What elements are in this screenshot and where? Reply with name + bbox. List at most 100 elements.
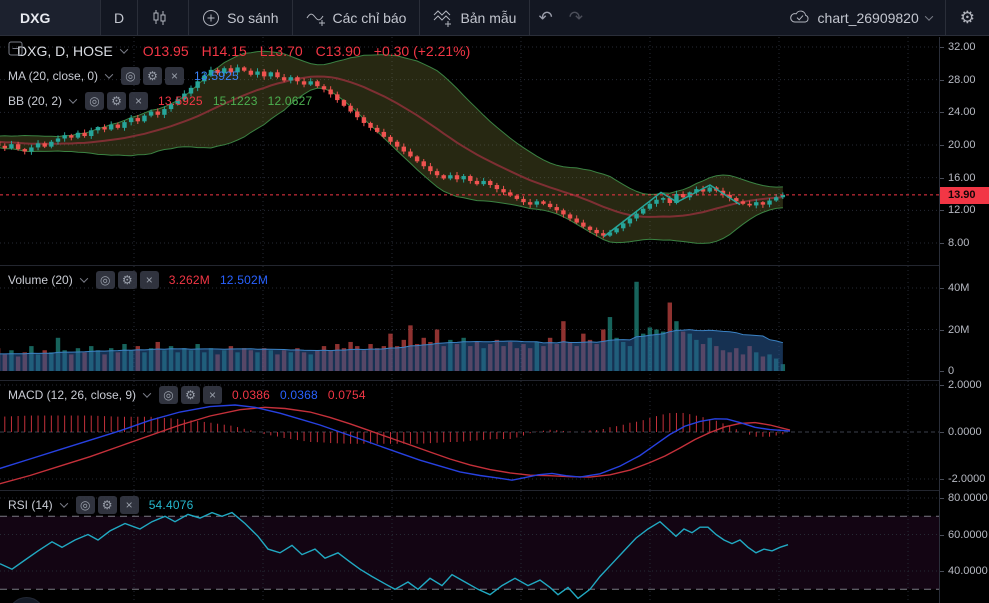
high-value: H14.15	[201, 43, 247, 59]
open-value: O13.95	[142, 43, 189, 59]
remove-study-button[interactable]: ×	[139, 271, 159, 289]
study-buttons: ◎ ⚙ ×	[121, 67, 185, 85]
settings-gear-button[interactable]: ⚙	[959, 7, 975, 27]
price-tick-label: 32.00	[940, 40, 976, 54]
macd-chart-canvas[interactable]	[0, 381, 939, 490]
price-tick-label: 12.00	[940, 203, 976, 217]
remove-study-button[interactable]: ×	[119, 496, 139, 514]
chevron-down-icon[interactable]	[104, 70, 114, 79]
redo-button[interactable]: ↷	[568, 7, 583, 27]
macd-tick-label: 2.0000	[940, 378, 982, 392]
rsi-value: 54.4076	[148, 498, 194, 512]
study-buttons: ◎ ⚙ ×	[85, 92, 149, 110]
remove-study-button[interactable]: ×	[203, 386, 223, 404]
study-settings-button[interactable]: ⚙	[97, 496, 117, 514]
volume-ma-value: 12.502M	[219, 273, 269, 287]
macd-study-label[interactable]: MACD (12, 26, close, 9)	[8, 388, 137, 402]
chevron-down-icon[interactable]	[119, 45, 128, 54]
study-settings-button[interactable]: ⚙	[181, 386, 201, 404]
rsi-tick-label: 40.0000	[940, 564, 988, 578]
toolbar-separator	[419, 0, 421, 35]
study-buttons: ◎ ⚙ ×	[75, 496, 139, 514]
templates-icon	[433, 9, 453, 27]
macd-tick-label: -2.0000	[940, 472, 985, 486]
study-settings-button[interactable]: ⚙	[117, 271, 137, 289]
price-tick-label: 28.00	[940, 73, 976, 87]
bb-study-label[interactable]: BB (20, 2)	[8, 94, 63, 108]
bb-upper-value: 15.1223	[212, 94, 258, 108]
macd-tick-label: 0.0000	[940, 425, 982, 439]
price-legend: DXG, D, HOSE O13.95 H14.15 L13.70 C13.90…	[8, 41, 470, 116]
toolbar-separator	[188, 0, 190, 35]
macd-line-value: 0.0368	[279, 388, 318, 402]
price-tick-label: 8.00	[940, 236, 969, 250]
chevron-down-icon[interactable]	[79, 274, 88, 283]
interval-button[interactable]: D	[114, 9, 125, 26]
indicators-label: Các chỉ báo	[332, 9, 407, 26]
macd-signal-value: 0.0754	[327, 388, 366, 402]
close-value: C13.90	[315, 43, 361, 59]
chevron-down-icon[interactable]	[68, 95, 78, 104]
hide-study-button[interactable]: ◎	[85, 92, 105, 110]
price-tick-label: 20.00	[940, 138, 976, 152]
rsi-pane: RSI (14) ◎ ⚙ × 54.4076	[0, 491, 939, 603]
ma-study-label[interactable]: MA (20, close, 0)	[8, 69, 99, 83]
toolbar: DXG D So sánh Các ch	[0, 0, 989, 36]
study-settings-button[interactable]: ⚙	[143, 67, 163, 85]
symbol-title[interactable]: DXG, D, HOSE	[17, 43, 113, 59]
volume-tick-label: 0	[940, 364, 954, 378]
hide-study-button[interactable]: ◎	[121, 67, 141, 85]
chart-name-label: chart_26909820	[817, 9, 919, 26]
symbol-button[interactable]: DXG	[0, 0, 100, 35]
volume-study-label[interactable]: Volume (20)	[8, 273, 73, 287]
toolbar-separator	[529, 0, 531, 35]
chevron-down-icon[interactable]	[142, 389, 152, 398]
remove-study-button[interactable]: ×	[165, 67, 185, 85]
last-price-label: 13.90	[940, 186, 989, 204]
compare-button[interactable]: So sánh	[189, 0, 291, 35]
remove-study-button[interactable]: ×	[129, 92, 149, 110]
bb-study-row: BB (20, 2) ◎ ⚙ × 13.5925 15.1223 12.0627	[8, 91, 470, 111]
toolbar-separator	[944, 0, 946, 35]
study-buttons: ◎ ⚙ ×	[95, 271, 159, 289]
pane-separator[interactable]	[0, 265, 989, 266]
ohlc-values: O13.95 H14.15 L13.70 C13.90 +0.30 (+2.21…	[143, 43, 471, 59]
toolbar-right-group: chart_26909820 ⚙	[776, 0, 989, 35]
toolbar-separator	[291, 0, 293, 35]
volume-tick-label: 40M	[940, 281, 969, 295]
pane-separator[interactable]	[0, 380, 989, 381]
volume-chart-canvas[interactable]	[0, 266, 939, 380]
hide-study-button[interactable]: ◎	[95, 271, 115, 289]
bb-lower-value: 12.0627	[267, 94, 313, 108]
price-axis[interactable]: 32.00 28.00 24.00 20.00 16.00 12.00 8.00 40M 20M…	[939, 37, 989, 603]
cloud-saved-icon	[789, 9, 811, 26]
price-chart-canvas[interactable]	[0, 37, 939, 265]
ma-value: 13.5925	[194, 69, 239, 83]
toolbar-separator	[137, 0, 139, 35]
save-chart-button[interactable]: chart_26909820	[776, 0, 945, 35]
price-tick-label: 16.00	[940, 171, 976, 185]
volume-pane: Volume (20) ◎ ⚙ × 3.262M 12.502M	[0, 266, 939, 380]
rsi-tick-label: 60.0000	[940, 528, 988, 542]
chevron-down-icon[interactable]	[59, 499, 68, 508]
indicators-button[interactable]: Các chỉ báo	[293, 0, 420, 35]
indicators-icon	[306, 9, 326, 27]
templates-button[interactable]: Bản mẫu	[420, 0, 529, 35]
study-buttons: ◎ ⚙ ×	[159, 386, 223, 404]
change-value: +0.30 (+2.21%)	[373, 43, 471, 59]
rsi-chart-canvas[interactable]	[0, 491, 939, 603]
volume-value: 3.262M	[168, 273, 210, 287]
pane-separator[interactable]	[0, 490, 989, 491]
bb-basis-value: 13.5925	[158, 94, 203, 108]
hide-study-button[interactable]: ◎	[75, 496, 95, 514]
hide-study-button[interactable]: ◎	[159, 386, 179, 404]
chart-style-button[interactable]	[138, 0, 188, 35]
rsi-study-label[interactable]: RSI (14)	[8, 498, 53, 512]
price-tick-label: 24.00	[940, 105, 976, 119]
macd-hist-value: 0.0386	[232, 388, 270, 402]
macd-pane: MACD (12, 26, close, 9) ◎ ⚙ × 0.0386 0.0…	[0, 381, 939, 490]
volume-legend: Volume (20) ◎ ⚙ × 3.262M 12.502M	[8, 270, 268, 295]
undo-button[interactable]: ↶	[538, 7, 553, 27]
volume-tick-label: 20M	[940, 323, 969, 337]
study-settings-button[interactable]: ⚙	[107, 92, 127, 110]
